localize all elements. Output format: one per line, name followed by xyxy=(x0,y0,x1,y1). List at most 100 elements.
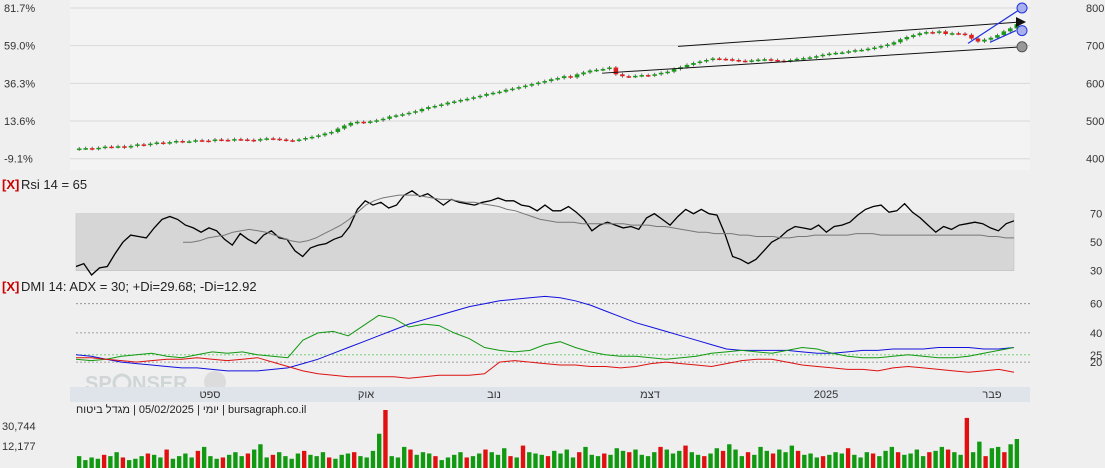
candle-body xyxy=(464,98,470,101)
volume-bar xyxy=(852,454,857,468)
volume-bar xyxy=(314,456,319,468)
rsi-lines xyxy=(75,190,1015,276)
price-left-tick: 13.6% xyxy=(4,116,35,128)
candle-body xyxy=(684,64,690,68)
candle-body xyxy=(335,128,341,132)
candle-body xyxy=(380,118,386,121)
candle-body xyxy=(730,59,735,61)
volume-bar xyxy=(845,448,851,468)
candle-body xyxy=(322,133,328,136)
candle-body xyxy=(600,69,606,71)
candle-body xyxy=(658,72,664,75)
price-right-axis: 800 700 600 500 400 xyxy=(1086,3,1104,166)
candle-body xyxy=(258,139,263,141)
candle-body xyxy=(206,140,211,143)
volume-bar xyxy=(126,460,132,468)
candle-body xyxy=(807,57,813,59)
dmi-lines xyxy=(75,295,1015,379)
candle-body xyxy=(141,144,147,146)
volume-bar xyxy=(645,456,651,468)
volume-bar xyxy=(489,452,494,468)
candle-body xyxy=(439,104,444,106)
volume-bar xyxy=(745,452,751,468)
volume-bar xyxy=(89,457,94,468)
volume-bar xyxy=(301,450,307,468)
candle-body xyxy=(367,121,373,123)
dmi-line-di xyxy=(75,314,1015,362)
candle-body xyxy=(309,136,315,139)
x-axis-label: דצמ xyxy=(640,389,660,401)
volume-bar xyxy=(577,452,582,468)
volume-bar xyxy=(820,456,826,468)
x-axis-label: פבר xyxy=(982,389,1001,401)
candle-body xyxy=(503,89,509,92)
trend-line-short xyxy=(989,30,1017,43)
channel-lower-line xyxy=(601,46,1023,74)
candle-body xyxy=(943,31,948,34)
candle-body xyxy=(833,52,838,55)
volume-bar xyxy=(552,450,557,468)
candle-body xyxy=(96,147,101,150)
candle-body xyxy=(109,146,114,149)
price-left-tick: 59.0% xyxy=(4,41,35,53)
volume-bar xyxy=(520,445,526,468)
volume-bar xyxy=(977,441,982,468)
volume-bar xyxy=(595,456,601,468)
volume-bar xyxy=(702,456,707,468)
volume-bar xyxy=(808,453,813,468)
channel-handle xyxy=(1016,41,1028,53)
candle-body xyxy=(665,71,670,74)
volume-bar xyxy=(777,449,782,468)
volume-bar xyxy=(758,446,763,468)
candle-body xyxy=(348,122,354,126)
candle-body xyxy=(742,60,748,63)
volume-bar xyxy=(183,453,188,468)
candle-body xyxy=(374,120,379,122)
volume-bar xyxy=(789,445,795,468)
candle-body xyxy=(122,146,127,148)
volume-bar xyxy=(76,456,82,468)
volume-bar xyxy=(377,433,382,468)
volume-bar xyxy=(889,446,895,468)
volume-bar xyxy=(264,457,269,468)
volume-bar xyxy=(151,454,157,468)
candle-body xyxy=(956,33,961,35)
candle-body xyxy=(251,139,257,142)
candle-body xyxy=(225,139,231,142)
candle-body xyxy=(102,146,108,149)
volume-bar xyxy=(608,454,613,468)
price-trendlines xyxy=(601,2,1028,74)
candle-body xyxy=(975,38,981,42)
candle-body xyxy=(135,144,140,146)
candle-body xyxy=(536,82,541,85)
volume-bar xyxy=(276,452,282,468)
volume-bars xyxy=(76,410,1020,468)
dmi-tick: 60 xyxy=(1090,299,1102,311)
dmi-tick: 40 xyxy=(1090,328,1102,340)
volume-bar xyxy=(827,454,832,468)
volume-bar xyxy=(114,452,119,468)
candle-body xyxy=(173,141,179,143)
volume-bar xyxy=(295,453,301,468)
candle-body xyxy=(949,33,955,35)
candle-body xyxy=(490,92,496,95)
candle-body xyxy=(303,138,308,140)
candle-body xyxy=(542,81,548,83)
volume-bar xyxy=(258,444,263,468)
price-right-tick: 400 xyxy=(1086,154,1104,166)
dmi-close-button[interactable]: [X] xyxy=(2,279,19,294)
rsi-close-button[interactable]: [X] xyxy=(2,177,19,192)
dmi-gridlines xyxy=(76,303,1030,363)
trend-handle xyxy=(1016,2,1028,14)
candle-body xyxy=(710,58,716,60)
volume-bar xyxy=(883,450,888,468)
price-right-tick: 700 xyxy=(1086,41,1104,53)
volume-bar xyxy=(389,456,394,468)
candle-body xyxy=(232,139,237,141)
volume-bar xyxy=(364,457,369,468)
volume-bar xyxy=(877,456,882,468)
candle-body xyxy=(923,32,929,34)
volume-bar xyxy=(370,450,376,468)
volume-bar xyxy=(658,446,663,468)
volume-bar xyxy=(339,454,344,468)
